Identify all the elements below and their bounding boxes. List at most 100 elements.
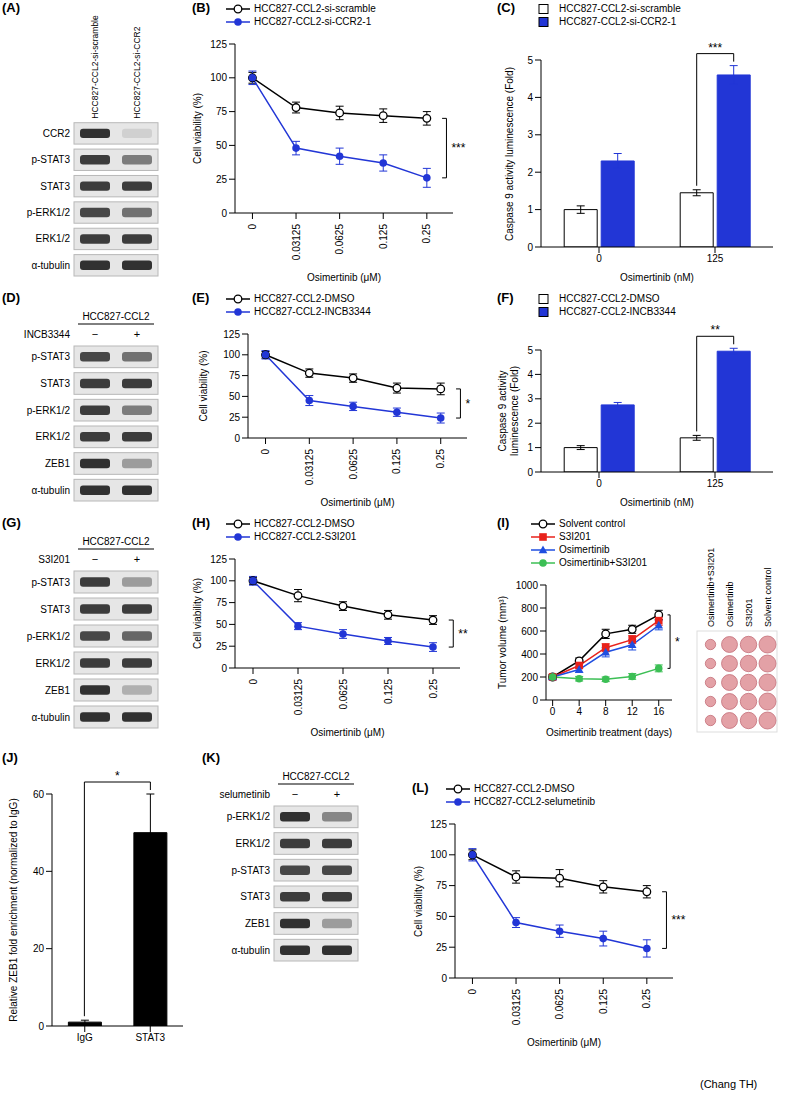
svg-text:ERK1/2: ERK1/2 xyxy=(36,233,71,244)
svg-text:0.25: 0.25 xyxy=(428,679,439,699)
svg-text:0.0625: 0.0625 xyxy=(348,449,359,480)
svg-text:75: 75 xyxy=(436,880,448,891)
svg-text:0: 0 xyxy=(527,242,533,253)
svg-text:400: 400 xyxy=(521,649,538,660)
svg-text:5: 5 xyxy=(527,345,533,356)
svg-text:75: 75 xyxy=(216,106,228,117)
svg-text:α-tubulin: α-tubulin xyxy=(231,945,270,956)
svg-text:STAT3: STAT3 xyxy=(40,378,70,389)
svg-text:0: 0 xyxy=(248,679,259,685)
svg-text:0.03125: 0.03125 xyxy=(293,679,304,716)
svg-text:75: 75 xyxy=(229,370,241,381)
svg-text:S3I201: S3I201 xyxy=(744,598,754,627)
svg-text:*: * xyxy=(465,397,470,411)
svg-text:0.25: 0.25 xyxy=(641,989,652,1009)
svg-text:0: 0 xyxy=(527,467,533,478)
svg-text:125: 125 xyxy=(430,819,447,830)
svg-text:***: *** xyxy=(451,141,465,155)
svg-text:ZEB1: ZEB1 xyxy=(45,685,70,696)
svg-text:Osimertinib: Osimertinib xyxy=(725,581,735,627)
svg-text:ZEB1: ZEB1 xyxy=(245,918,270,929)
svg-text:8: 8 xyxy=(603,706,609,717)
svg-text:125: 125 xyxy=(223,329,240,340)
svg-text:Osimertinib (μM): Osimertinib (μM) xyxy=(307,272,381,283)
svg-text:p-STAT3: p-STAT3 xyxy=(31,351,70,362)
svg-text:p-STAT3: p-STAT3 xyxy=(31,154,70,165)
svg-text:α-tubulin: α-tubulin xyxy=(31,712,70,723)
svg-text:S3I201: S3I201 xyxy=(38,554,70,565)
svg-text:HCC827-CCL2-si-CCR2: HCC827-CCL2-si-CCR2 xyxy=(132,26,142,118)
svg-text:+: + xyxy=(134,328,140,340)
svg-text:ZEB1: ZEB1 xyxy=(45,458,70,469)
svg-text:0.0625: 0.0625 xyxy=(338,679,349,710)
svg-text:0.125: 0.125 xyxy=(378,224,389,249)
svg-text:**: ** xyxy=(458,627,468,641)
svg-text:125: 125 xyxy=(210,554,227,565)
svg-text:125: 125 xyxy=(210,39,227,50)
svg-text:Osimertinib (μM): Osimertinib (μM) xyxy=(320,497,394,508)
svg-text:25: 25 xyxy=(216,174,228,185)
svg-text:0: 0 xyxy=(38,1021,44,1032)
svg-text:HCC827-CCL2: HCC827-CCL2 xyxy=(282,771,350,782)
svg-text:100: 100 xyxy=(210,72,227,83)
svg-text:p-ERK1/2: p-ERK1/2 xyxy=(27,405,71,416)
svg-text:p-ERK1/2: p-ERK1/2 xyxy=(27,207,71,218)
svg-text:125: 125 xyxy=(707,478,724,489)
svg-text:2: 2 xyxy=(527,418,533,429)
svg-text:−: − xyxy=(292,788,298,800)
svg-text:0: 0 xyxy=(532,695,538,706)
svg-text:2: 2 xyxy=(527,167,533,178)
svg-text:*: * xyxy=(115,769,120,783)
svg-text:0: 0 xyxy=(441,973,447,984)
svg-text:STAT3: STAT3 xyxy=(40,181,70,192)
svg-text:40: 40 xyxy=(33,866,45,877)
svg-text:STAT3: STAT3 xyxy=(40,604,70,615)
svg-text:p-ERK1/2: p-ERK1/2 xyxy=(27,631,71,642)
svg-text:200: 200 xyxy=(521,672,538,683)
svg-text:3: 3 xyxy=(527,393,533,404)
svg-text:5: 5 xyxy=(527,55,533,66)
svg-text:+: + xyxy=(334,788,340,800)
svg-text:75: 75 xyxy=(216,597,228,608)
svg-text:100: 100 xyxy=(223,349,240,360)
svg-text:HCC827-CCL2: HCC827-CCL2 xyxy=(82,536,150,547)
svg-text:4: 4 xyxy=(527,92,533,103)
svg-text:100: 100 xyxy=(430,849,447,860)
svg-text:0.25: 0.25 xyxy=(421,224,432,244)
svg-text:*: * xyxy=(675,635,680,649)
svg-text:+: + xyxy=(134,553,140,565)
svg-text:50: 50 xyxy=(436,911,448,922)
svg-text:1000: 1000 xyxy=(516,580,539,591)
svg-text:Osimertinib (μM): Osimertinib (μM) xyxy=(527,1037,601,1048)
svg-text:1: 1 xyxy=(527,204,533,215)
svg-text:0: 0 xyxy=(596,253,602,264)
svg-text:16: 16 xyxy=(653,706,665,717)
svg-text:***: *** xyxy=(671,913,685,927)
svg-text:0: 0 xyxy=(221,663,227,674)
svg-text:Osimertinib treatment (days): Osimertinib treatment (days) xyxy=(546,727,672,738)
svg-text:0.125: 0.125 xyxy=(598,989,609,1014)
svg-text:600: 600 xyxy=(521,626,538,637)
svg-text:1: 1 xyxy=(527,442,533,453)
svg-text:125: 125 xyxy=(707,253,724,264)
svg-text:0: 0 xyxy=(467,989,478,995)
svg-text:0: 0 xyxy=(221,208,227,219)
svg-text:p-STAT3: p-STAT3 xyxy=(231,865,270,876)
svg-text:60: 60 xyxy=(33,789,45,800)
svg-text:STAT3: STAT3 xyxy=(135,1032,165,1043)
svg-text:Osimertinib (nM): Osimertinib (nM) xyxy=(620,497,694,508)
svg-text:IgG: IgG xyxy=(77,1032,93,1043)
svg-text:3: 3 xyxy=(527,129,533,140)
svg-text:ERK1/2: ERK1/2 xyxy=(36,431,71,442)
svg-text:CCR2: CCR2 xyxy=(43,128,71,139)
svg-text:0.0625: 0.0625 xyxy=(554,989,565,1020)
svg-text:p-STAT3: p-STAT3 xyxy=(31,577,70,588)
svg-text:α-tubulin: α-tubulin xyxy=(31,260,70,271)
svg-text:25: 25 xyxy=(216,641,228,652)
svg-text:***: *** xyxy=(708,41,722,55)
svg-text:50: 50 xyxy=(229,391,241,402)
svg-text:4: 4 xyxy=(527,369,533,380)
svg-text:selumetinib: selumetinib xyxy=(219,789,270,800)
svg-text:0.03125: 0.03125 xyxy=(304,449,315,486)
svg-text:INCB3344: INCB3344 xyxy=(24,329,71,340)
